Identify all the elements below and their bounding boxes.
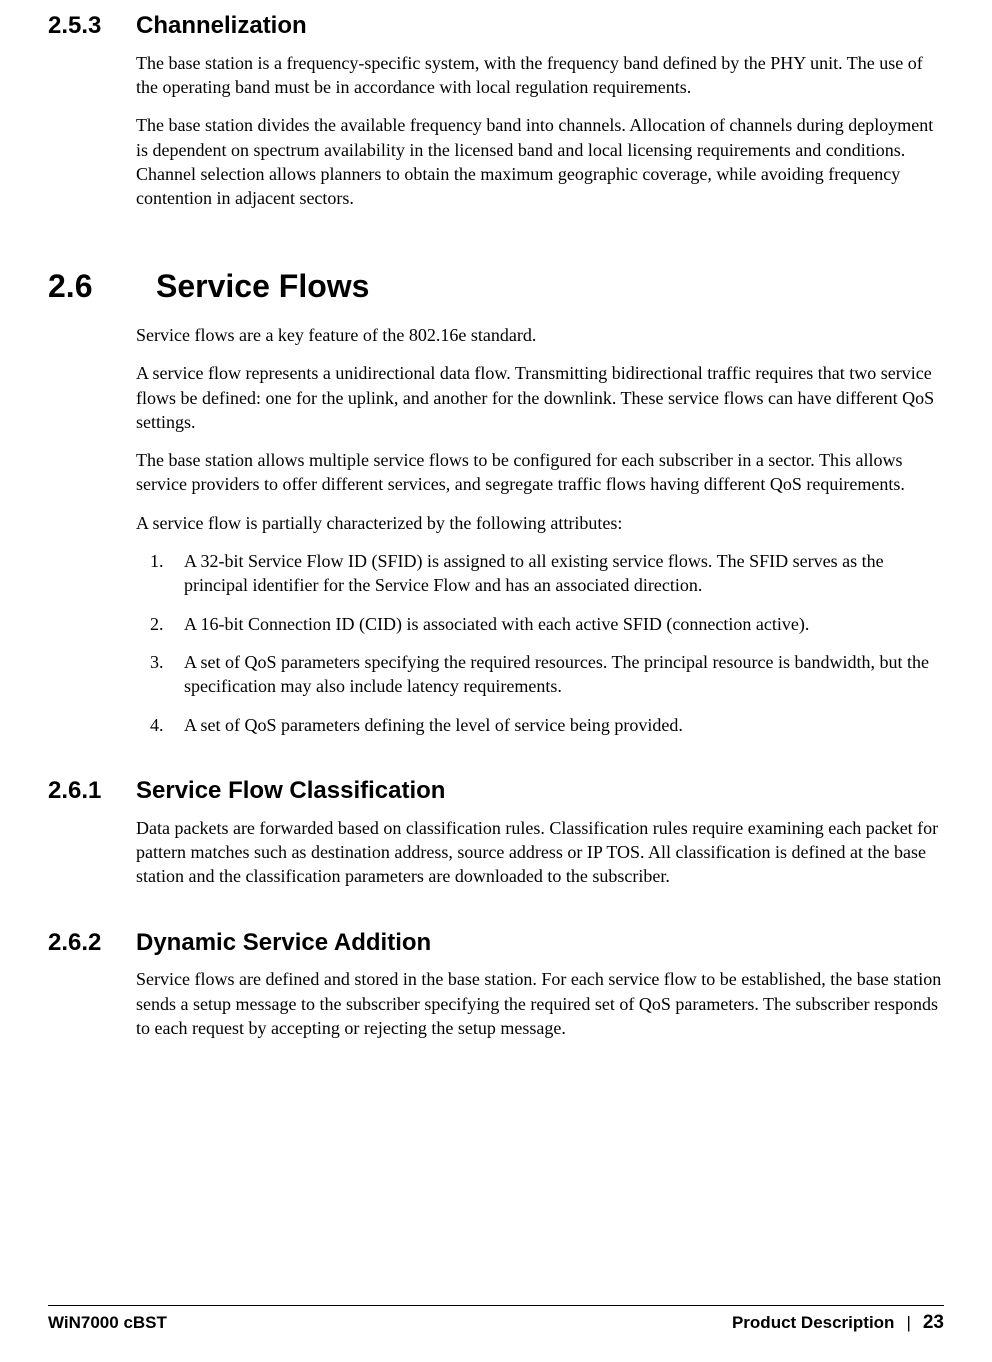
footer-page-number: 23 bbox=[923, 1312, 944, 1334]
footer-section: Product Description bbox=[732, 1313, 894, 1333]
document-page: 2.5.3 Channelization The base station is… bbox=[0, 0, 992, 1040]
list-item: 4. A set of QoS parameters defining the … bbox=[136, 713, 944, 737]
heading-2-6-1: 2.6.1 Service Flow Classification bbox=[48, 777, 944, 806]
list-marker: 1. bbox=[150, 549, 184, 598]
list-item: 2. A 16-bit Connection ID (CID) is assoc… bbox=[136, 612, 944, 636]
list-text: A 16-bit Connection ID (CID) is associat… bbox=[184, 612, 944, 636]
list-item: 1. A 32-bit Service Flow ID (SFID) is as… bbox=[136, 549, 944, 598]
list-marker: 4. bbox=[150, 713, 184, 737]
list-text: A 32-bit Service Flow ID (SFID) is assig… bbox=[184, 549, 944, 598]
paragraph: A service flow is partially characterize… bbox=[136, 511, 944, 535]
paragraph: Service flows are a key feature of the 8… bbox=[136, 323, 944, 347]
section-number: 2.5.3 bbox=[48, 12, 136, 41]
paragraph: Service flows are defined and stored in … bbox=[136, 967, 944, 1040]
footer-separator: | bbox=[894, 1313, 922, 1333]
section-title: Dynamic Service Addition bbox=[136, 929, 431, 958]
section-body-2-6-2: Service flows are defined and stored in … bbox=[136, 967, 944, 1040]
footer-product: WiN7000 cBST bbox=[48, 1313, 732, 1333]
list-marker: 3. bbox=[150, 650, 184, 699]
section-body-2-6: Service flows are a key feature of the 8… bbox=[136, 323, 944, 737]
paragraph: A service flow represents a unidirection… bbox=[136, 361, 944, 434]
section-body-2-5-3: The base station is a frequency-specific… bbox=[136, 51, 944, 211]
list-text: A set of QoS parameters specifying the r… bbox=[184, 650, 944, 699]
paragraph: The base station divides the available f… bbox=[136, 113, 944, 210]
section-body-2-6-1: Data packets are forwarded based on clas… bbox=[136, 816, 944, 889]
heading-2-6: 2.6 Service Flows bbox=[48, 267, 944, 305]
attribute-list: 1. A 32-bit Service Flow ID (SFID) is as… bbox=[136, 549, 944, 737]
paragraph: Data packets are forwarded based on clas… bbox=[136, 816, 944, 889]
list-marker: 2. bbox=[150, 612, 184, 636]
section-number: 2.6 bbox=[48, 267, 156, 305]
section-title: Service Flow Classification bbox=[136, 777, 445, 806]
section-title: Service Flows bbox=[156, 267, 369, 305]
list-item: 3. A set of QoS parameters specifying th… bbox=[136, 650, 944, 699]
paragraph: The base station allows multiple service… bbox=[136, 448, 944, 497]
page-footer: WiN7000 cBST Product Description | 23 bbox=[48, 1305, 944, 1334]
section-title: Channelization bbox=[136, 12, 307, 41]
paragraph: The base station is a frequency-specific… bbox=[136, 51, 944, 100]
section-number: 2.6.1 bbox=[48, 777, 136, 806]
list-text: A set of QoS parameters defining the lev… bbox=[184, 713, 944, 737]
section-number: 2.6.2 bbox=[48, 929, 136, 958]
heading-2-5-3: 2.5.3 Channelization bbox=[48, 12, 944, 41]
heading-2-6-2: 2.6.2 Dynamic Service Addition bbox=[48, 929, 944, 958]
